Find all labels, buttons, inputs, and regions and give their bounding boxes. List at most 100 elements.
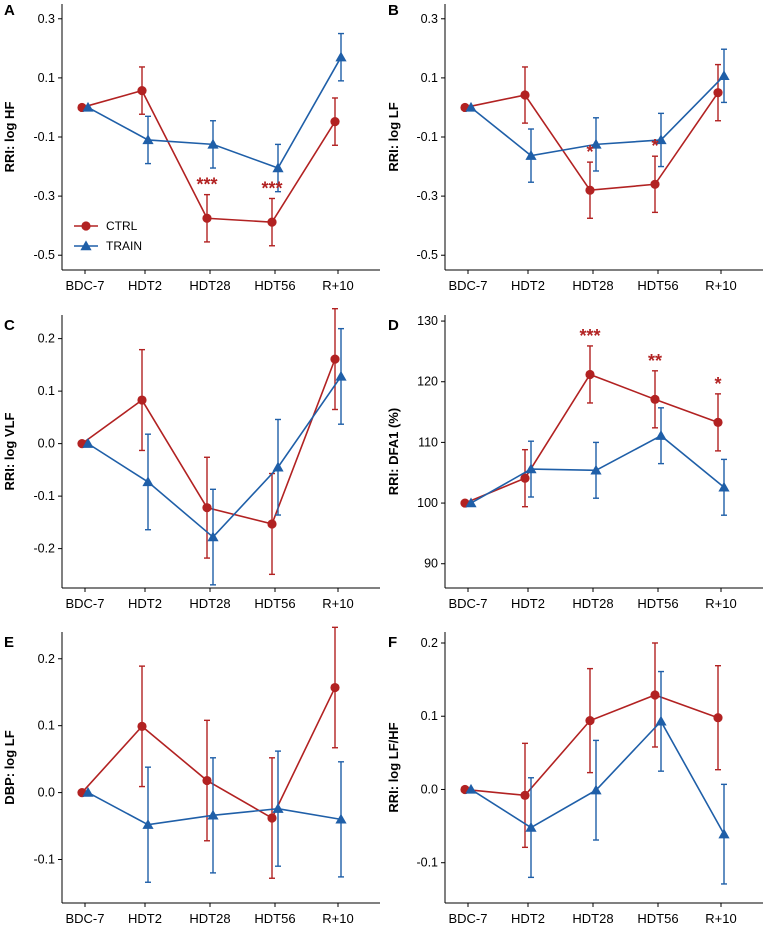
data-point-ctrl xyxy=(520,790,530,800)
x-tick-label: HDT2 xyxy=(511,911,545,926)
data-point-ctrl xyxy=(585,185,595,195)
data-point-ctrl xyxy=(585,369,595,380)
panel-b: B RRI: log LF -0.5 -0.3 -0.1 0.1 0.3 BDC-7 HDT2 H… xyxy=(386,2,763,293)
data-point-train xyxy=(207,809,219,820)
x-tick-label: HDT28 xyxy=(189,596,230,611)
data-point-ctrl xyxy=(137,395,147,405)
y-tick-label: 0.2 xyxy=(38,332,55,346)
panel-letter: C xyxy=(4,317,15,334)
data-point-ctrl xyxy=(137,85,147,96)
x-tick-label: BDC-7 xyxy=(65,911,104,926)
series-train xyxy=(82,32,347,193)
series-ctrl xyxy=(77,626,340,879)
y-tick-label: -0.2 xyxy=(33,542,55,556)
panel-a: A RRI: log HF -0.5 -0.3 -0.1 0.1 0.3 BDC-7 HDT2 H… xyxy=(2,2,380,293)
y-axis-label: RRI: log VLF xyxy=(2,412,17,490)
significance-marker: ** xyxy=(648,351,662,371)
data-point-ctrl xyxy=(202,503,212,513)
panel-letter: B xyxy=(388,2,399,19)
data-point-train xyxy=(655,134,667,145)
y-tick-label: 90 xyxy=(424,557,438,571)
data-point-ctrl xyxy=(330,117,340,127)
data-point-ctrl xyxy=(330,354,340,364)
y-tick-label: -0.1 xyxy=(33,853,55,867)
data-point-ctrl xyxy=(650,179,660,189)
x-tick-label: HDT2 xyxy=(511,278,545,293)
data-point-train xyxy=(590,784,602,795)
data-point-ctrl xyxy=(650,690,660,700)
data-point-train xyxy=(82,786,94,797)
x-tick-label: R+10 xyxy=(322,911,353,926)
series-line-train xyxy=(87,56,342,170)
data-point-train xyxy=(142,819,154,829)
data-point-ctrl xyxy=(267,217,277,227)
y-tick-label: 100 xyxy=(417,496,438,510)
series-line-train xyxy=(87,375,342,539)
series-train xyxy=(82,750,347,883)
data-point-train xyxy=(465,497,477,508)
data-point-train xyxy=(655,715,667,726)
y-axis-label: RRI: log LF xyxy=(386,102,401,171)
y-tick-label: 0.0 xyxy=(421,782,438,796)
data-point-train xyxy=(718,70,730,81)
data-point-train xyxy=(82,101,94,112)
data-point-ctrl xyxy=(650,394,660,404)
x-tick-label: HDT56 xyxy=(637,911,678,926)
series-train xyxy=(465,48,730,183)
series-train xyxy=(82,327,347,586)
data-point-ctrl xyxy=(137,721,147,731)
x-tick-label: R+10 xyxy=(322,596,353,611)
y-tick-label: -0.1 xyxy=(416,856,438,870)
data-point-train xyxy=(718,828,730,839)
data-point-ctrl xyxy=(330,682,340,693)
data-point-ctrl xyxy=(267,813,277,823)
series-ctrl xyxy=(77,308,340,576)
x-tick-label: HDT56 xyxy=(254,278,295,293)
x-tick-label: HDT28 xyxy=(572,596,613,611)
y-tick-label: -0.1 xyxy=(416,130,438,144)
data-point-train xyxy=(142,476,154,487)
y-tick-label: -0.5 xyxy=(33,248,55,262)
data-point-train xyxy=(272,162,284,173)
x-tick-label: BDC-7 xyxy=(65,596,104,611)
y-tick-label: 0.1 xyxy=(38,719,55,733)
y-axis-label: RRI: log LF/HF xyxy=(386,722,401,812)
significance-marker: * xyxy=(714,374,721,394)
x-tick-label: R+10 xyxy=(705,278,736,293)
x-tick-label: HDT56 xyxy=(637,278,678,293)
x-tick-label: HDT56 xyxy=(254,911,295,926)
data-point-train xyxy=(207,138,219,149)
y-tick-label: 120 xyxy=(417,375,438,389)
x-tick-label: HDT2 xyxy=(128,278,162,293)
y-tick-label: 0.1 xyxy=(421,709,438,723)
x-tick-label: HDT28 xyxy=(189,911,230,926)
significance-marker: *** xyxy=(261,178,282,198)
y-tick-label: -0.3 xyxy=(33,189,55,203)
data-point-ctrl xyxy=(267,519,277,529)
x-tick-label: HDT28 xyxy=(189,278,230,293)
panel-letter: A xyxy=(4,2,15,19)
data-point-train xyxy=(272,803,284,813)
data-point-train xyxy=(655,430,667,440)
significance-marker: *** xyxy=(579,326,600,346)
series-line-train xyxy=(470,720,725,835)
series-line-train xyxy=(87,791,342,826)
x-tick-label: HDT56 xyxy=(254,596,295,611)
series-ctrl xyxy=(77,66,340,247)
y-axis-label: RRI: log HF xyxy=(2,102,17,173)
legend-label-ctrl: CTRL xyxy=(106,219,138,233)
x-tick-label: BDC-7 xyxy=(448,596,487,611)
data-point-train xyxy=(272,461,284,472)
y-tick-label: -0.1 xyxy=(33,130,55,144)
legend-marker-ctrl xyxy=(81,221,91,231)
data-point-ctrl xyxy=(520,90,530,100)
y-tick-label: -0.3 xyxy=(416,189,438,203)
x-tick-label: HDT56 xyxy=(637,596,678,611)
series-ctrl xyxy=(460,63,723,219)
panel-c: C RRI: log VLF -0.2 -0.1 0.0 0.1 0.2 BDC-7 HDT2 H… xyxy=(2,308,380,611)
data-point-train xyxy=(82,438,94,448)
data-point-train xyxy=(590,138,602,149)
panel-f: F RRI: log LF/HF -0.1 0.0 0.1 0.2 BDC-7 HDT2 HDT… xyxy=(386,632,763,926)
legend-label-train: TRAIN xyxy=(106,239,142,253)
series-train xyxy=(465,670,730,885)
